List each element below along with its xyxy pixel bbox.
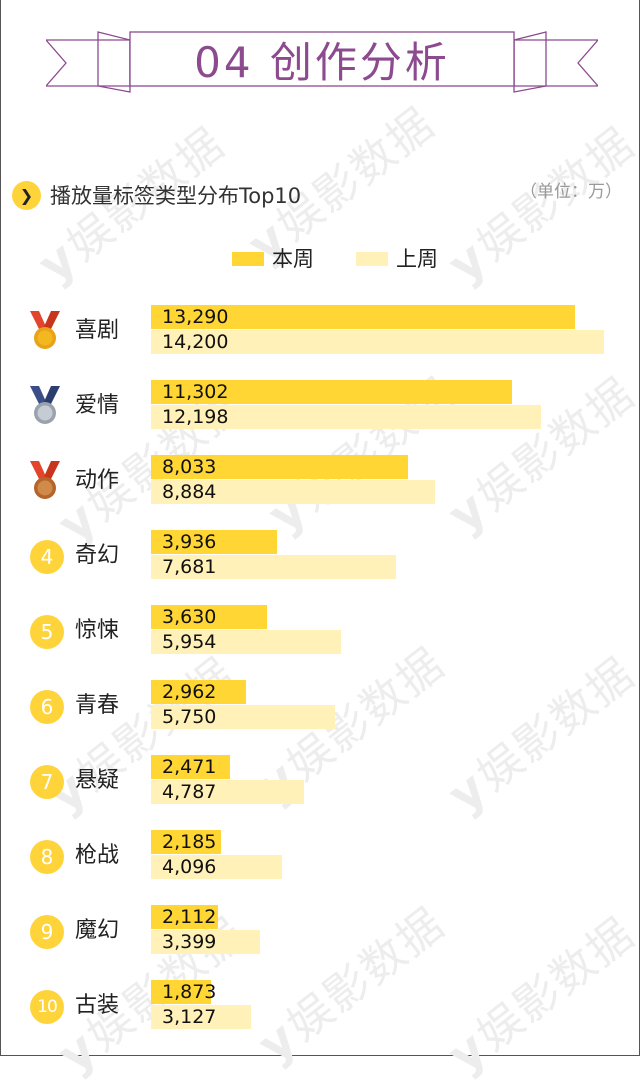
- section-header: ❯ 播放量标签类型分布Top10 （单位：万）: [12, 180, 628, 212]
- bar-current-week: [151, 605, 267, 629]
- rank-badge: 6: [30, 690, 64, 724]
- bar-current-week: [151, 455, 408, 479]
- bar-previous-week: [151, 405, 541, 429]
- bar-previous-week: [151, 855, 282, 879]
- bar-previous-week: [151, 330, 604, 354]
- value-label-current: 2,962: [162, 681, 217, 703]
- value-label-current: 1,873: [162, 981, 217, 1003]
- rank-badge: 7: [30, 765, 64, 799]
- category-label: 悬疑: [75, 768, 120, 793]
- category-label: 惊悚: [75, 618, 120, 643]
- value-label-previous: 7,681: [162, 556, 217, 578]
- rank-badge: 4: [30, 540, 64, 574]
- value-label-previous: 3,399: [162, 931, 217, 953]
- value-label-current: 2,112: [162, 906, 217, 928]
- value-label-current: 3,630: [162, 606, 217, 628]
- bar-current-week: [151, 530, 277, 554]
- chart-row: 9 魔幻 2,112 3,399: [0, 905, 640, 961]
- bar-current-week: [151, 980, 211, 1004]
- chart-row: 动作 8,033 8,884: [0, 455, 640, 511]
- bronze-medal-icon: [30, 461, 60, 499]
- legend-swatch-previous: [356, 252, 388, 266]
- rank-badge: 8: [30, 840, 64, 874]
- category-label: 爱情: [75, 393, 120, 418]
- value-label-previous: 5,750: [162, 706, 217, 728]
- value-label-previous: 8,884: [162, 481, 217, 503]
- legend-swatch-current: [232, 252, 264, 266]
- rank-badge: 10: [30, 990, 64, 1024]
- chart-legend: 本周 上周: [0, 246, 640, 272]
- bar-chart: 喜剧 13,290 14,200 爱情 11,302 12,198 动作 8,033 8,884…: [0, 305, 640, 1036]
- chart-row: 爱情 11,302 12,198: [0, 380, 640, 436]
- gold-medal-icon: [30, 311, 60, 349]
- rank-badge: 9: [30, 915, 64, 949]
- category-label: 喜剧: [75, 318, 120, 343]
- chart-row: 6 青春 2,962 5,750: [0, 680, 640, 736]
- chart-row: 4 奇幻 3,936 7,681: [0, 530, 640, 586]
- category-label: 古装: [75, 993, 120, 1018]
- value-label-current: 2,185: [162, 831, 217, 853]
- category-label: 奇幻: [75, 543, 120, 568]
- category-label: 青春: [75, 693, 120, 718]
- rank-badge: 5: [30, 615, 64, 649]
- chart-row: 7 悬疑 2,471 4,787: [0, 755, 640, 811]
- value-label-current: 2,471: [162, 756, 217, 778]
- section-banner: 04 创作分析: [46, 28, 598, 98]
- value-label-previous: 4,096: [162, 856, 217, 878]
- bar-current-week: [151, 380, 512, 404]
- category-label: 魔幻: [75, 918, 120, 943]
- bar-previous-week: [151, 705, 335, 729]
- chart-row: 8 枪战 2,185 4,096: [0, 830, 640, 886]
- legend-label-current: 本周: [272, 247, 314, 271]
- bar-current-week: [151, 305, 575, 329]
- bar-current-week: [151, 905, 218, 929]
- value-label-previous: 5,954: [162, 631, 217, 653]
- bar-previous-week: [151, 630, 341, 654]
- banner-ribbon: [46, 31, 598, 93]
- bar-previous-week: [151, 555, 396, 579]
- silver-medal-icon: [30, 386, 60, 424]
- value-label-previous: 12,198: [162, 406, 229, 428]
- category-label: 动作: [75, 468, 120, 493]
- bar-previous-week: [151, 780, 304, 804]
- banner-title: 04 创作分析: [194, 38, 450, 87]
- bar-previous-week: [151, 480, 435, 504]
- value-label-current: 3,936: [162, 531, 217, 553]
- chart-row: 喜剧 13,290 14,200: [0, 305, 640, 361]
- value-label-previous: 14,200: [162, 331, 229, 353]
- bar-previous-week: [151, 1005, 251, 1029]
- section-title: 播放量标签类型分布Top10: [50, 184, 302, 208]
- value-label-current: 13,290: [162, 306, 229, 328]
- bar-previous-week: [151, 930, 260, 954]
- unit-label: （单位：万）: [520, 182, 622, 202]
- bar-current-week: [151, 755, 230, 779]
- bar-current-week: [151, 830, 221, 854]
- value-label-previous: 3,127: [162, 1006, 217, 1028]
- chart-row: 10 古装 1,873 3,127: [0, 980, 640, 1036]
- value-label-current: 11,302: [162, 381, 229, 403]
- bar-current-week: [151, 680, 246, 704]
- chevron-right-icon: ❯: [12, 181, 41, 210]
- value-label-previous: 4,787: [162, 781, 217, 803]
- value-label-current: 8,033: [162, 456, 217, 478]
- category-label: 枪战: [75, 843, 120, 868]
- chart-row: 5 惊悚 3,630 5,954: [0, 605, 640, 661]
- legend-label-previous: 上周: [396, 247, 438, 271]
